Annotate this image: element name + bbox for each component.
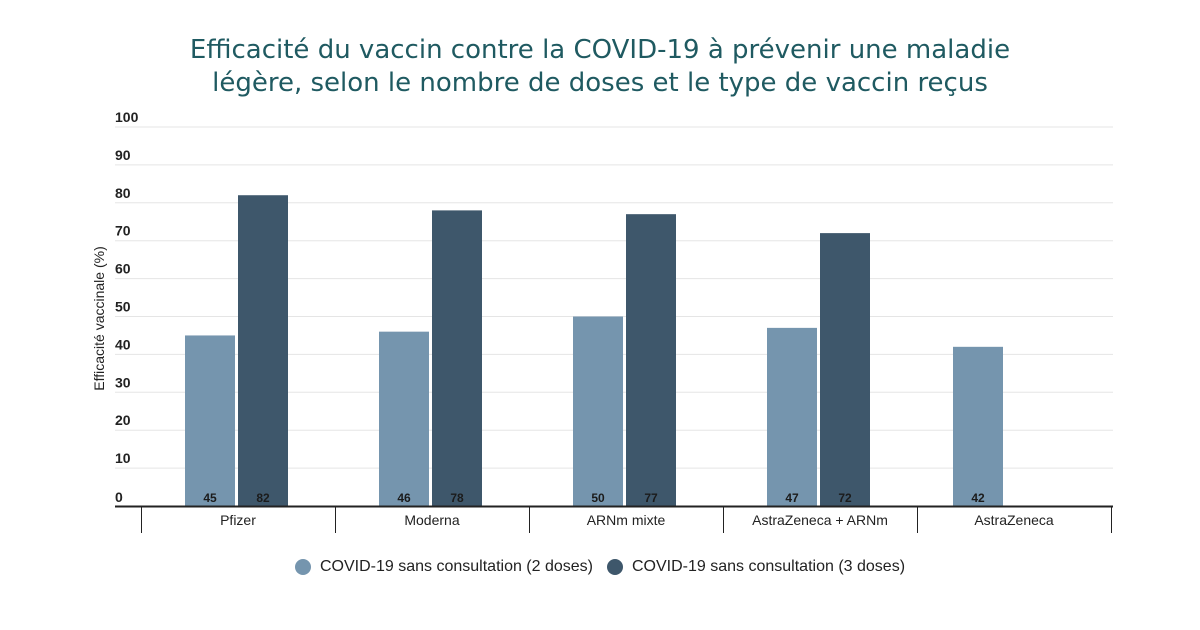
x-tick-label-arnm-mixte: ARNm mixte [587, 512, 666, 528]
legend-label-3-doses: COVID-19 sans consultation (3 doses) [632, 558, 906, 575]
data-label-astrazeneca-arnm-s0: 47 [785, 491, 799, 505]
bar-arnm-mixte-s1 [626, 214, 676, 507]
bar-pfizer-s0 [185, 335, 235, 506]
data-label-pfizer-s1: 82 [256, 491, 270, 505]
x-tick-label-astrazeneca-arnm: AstraZeneca + ARNm [752, 512, 888, 528]
legend-item-3-doses: COVID-19 sans consultation (3 doses) [607, 558, 905, 576]
bar-astrazeneca-arnm-s1 [820, 233, 870, 506]
y-tick-label-10: 10 [115, 450, 131, 466]
y-tick-label-20: 20 [115, 412, 131, 428]
bar-astrazeneca-s0 [953, 346, 1003, 506]
data-label-arnm-mixte-s0: 50 [591, 491, 605, 505]
data-label-moderna-s0: 46 [397, 491, 411, 505]
y-tick-label-90: 90 [115, 147, 131, 163]
chart-title-line-2: légère, selon le nombre de doses et le t… [212, 68, 988, 98]
x-tick-label-astrazeneca: AstraZeneca [974, 512, 1054, 528]
bar-pfizer-s1 [238, 195, 288, 506]
bar-arnm-mixte-s0 [573, 316, 623, 506]
y-tick-label-30: 30 [115, 374, 131, 390]
x-tick-label-pfizer: Pfizer [220, 512, 256, 528]
legend-swatch-2-doses [294, 559, 311, 575]
chart-title-line-1: Efficacité du vaccin contre la COVID-19 … [189, 35, 1011, 65]
data-label-astrazeneca-s0: 42 [971, 491, 985, 505]
y-axis-title: Efficacité vaccinale (%) [91, 246, 107, 390]
y-tick-label-40: 40 [115, 336, 131, 352]
data-label-astrazeneca-arnm-s1: 72 [838, 491, 852, 505]
y-tick-label-70: 70 [115, 223, 131, 239]
bar-moderna-s0 [379, 331, 429, 506]
bar-moderna-s1 [432, 210, 482, 506]
legend-swatch-3-doses [607, 559, 623, 575]
x-tick-label-moderna: Moderna [404, 512, 459, 528]
legend-label-2-doses: COVID-19 sans consultation (2 doses) [319, 558, 593, 575]
y-tick-label-60: 60 [115, 261, 131, 277]
y-tick-label-80: 80 [115, 185, 131, 201]
legend-item-2-doses: COVID-19 sans consultation (2 doses) [294, 558, 593, 576]
y-tick-label-0: 0 [115, 489, 123, 505]
data-label-arnm-mixte-s1: 77 [644, 491, 658, 505]
data-label-moderna-s1: 78 [450, 491, 464, 505]
legend: COVID-19 sans consultation (2 doses) COV… [0, 558, 1200, 576]
chart-title: Efficacité du vaccin contre la COVID-19 … [0, 34, 1200, 100]
bar-astrazeneca-arnm-s0 [767, 327, 817, 506]
data-label-pfizer-s0: 45 [203, 491, 217, 505]
y-tick-label-100: 100 [115, 109, 139, 125]
y-tick-label-50: 50 [115, 299, 131, 315]
